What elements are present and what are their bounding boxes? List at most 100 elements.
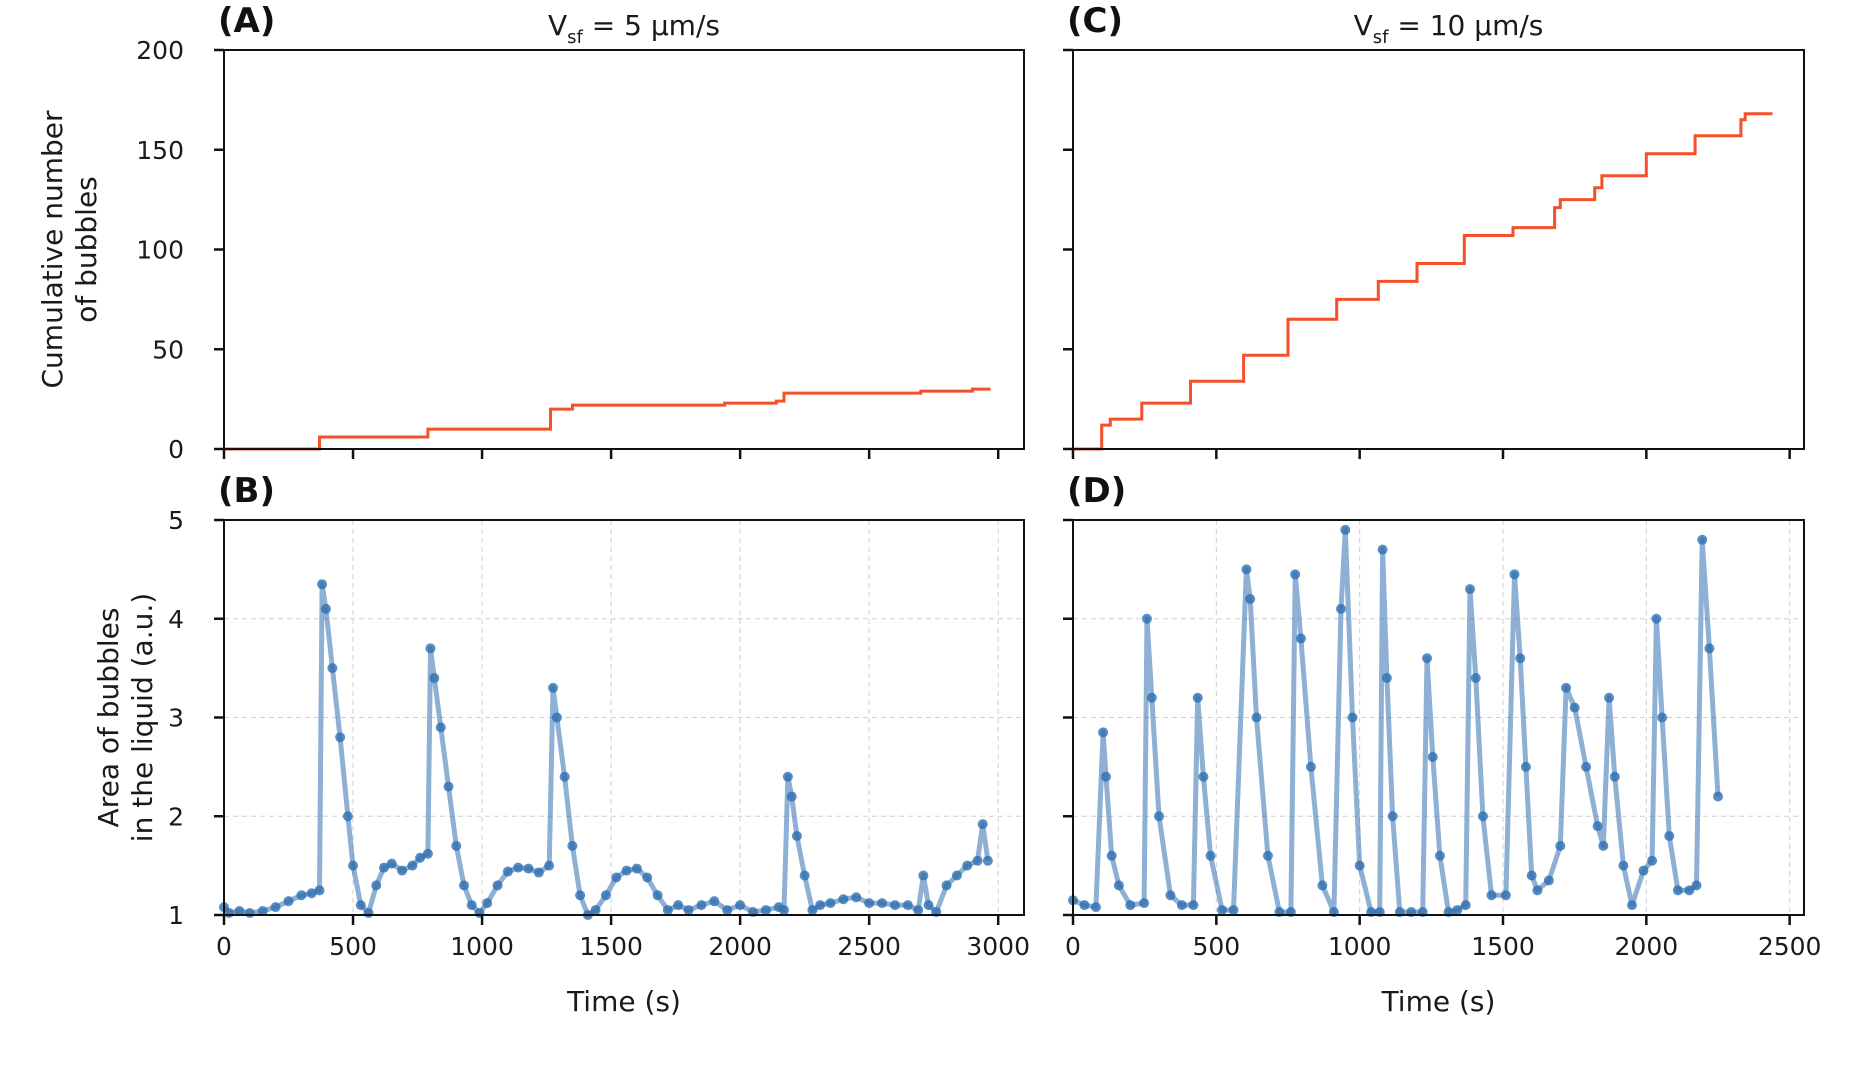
data-point (1154, 811, 1164, 822)
y-axis-label: of bubbles (70, 176, 103, 323)
data-point (825, 898, 836, 909)
data-point (1477, 811, 1488, 822)
data-point (1713, 791, 1723, 802)
data-point (1500, 890, 1511, 901)
data-point (548, 682, 559, 693)
data-point (600, 890, 611, 901)
data-point (735, 900, 746, 911)
data-point (779, 905, 789, 916)
data-point (482, 898, 493, 909)
panel-label: (A) (218, 1, 275, 41)
data-point (306, 888, 317, 899)
data-point (611, 872, 622, 883)
data-point (799, 870, 810, 881)
data-point (1561, 682, 1572, 693)
y-tick-label: 150 (136, 136, 184, 165)
data-point (559, 771, 570, 782)
panel-a: 0 50 100 150 200 (A) Vsf = 5 µm/s Cumulative nu… (36, 1, 1025, 464)
x-tick-label: 500 (329, 932, 377, 961)
data-point (951, 870, 962, 881)
data-point (1460, 900, 1471, 911)
data-point (1290, 569, 1301, 580)
data-point (1672, 885, 1683, 896)
data-point (407, 860, 418, 871)
data-point (673, 900, 684, 911)
data-point (1452, 905, 1463, 916)
x-tick-label: 1500 (1471, 932, 1535, 961)
data-point (1526, 870, 1537, 881)
data-point (1305, 761, 1316, 772)
y-tick-label: 5 (168, 506, 184, 535)
data-point (1427, 752, 1438, 762)
series-trace (1072, 527, 1721, 915)
x-tick-label: 0 (1065, 932, 1081, 961)
data-point (972, 855, 983, 866)
data-point (1651, 613, 1662, 624)
data-point (1347, 712, 1358, 723)
data-point (459, 880, 469, 891)
data-point (1486, 890, 1497, 901)
data-point (397, 865, 408, 876)
data-point (451, 840, 462, 851)
data-point (652, 890, 663, 901)
data-point (1638, 865, 1649, 876)
data-point (683, 905, 694, 916)
data-point (662, 905, 673, 916)
data-point (782, 771, 793, 782)
data-point (270, 902, 281, 913)
title-rest: = 10 µm/s (1388, 9, 1543, 42)
data-point (342, 811, 353, 822)
data-point (1245, 594, 1256, 604)
data-point (257, 906, 268, 917)
data-point (1217, 905, 1228, 916)
data-point (1139, 898, 1150, 909)
data-point (1354, 860, 1365, 871)
data-point (363, 908, 374, 919)
data-point (443, 781, 454, 792)
data-point (544, 860, 555, 871)
x-tick-label: 0 (216, 932, 232, 961)
title-rest: = 5 µm/s (583, 9, 720, 42)
data-point (1241, 564, 1252, 575)
data-point (1340, 524, 1351, 535)
y-axis-label: in the liquid (a.u.) (126, 593, 159, 842)
data-point (786, 791, 797, 802)
data-point (1604, 692, 1615, 703)
x-tick-label: 3000 (966, 932, 1030, 961)
x-tick-label: 1000 (450, 932, 514, 961)
data-point (415, 852, 426, 863)
data-point (1520, 761, 1531, 772)
panel-label: (C) (1067, 1, 1123, 41)
y-tick-label: 100 (136, 236, 184, 265)
title-main: V (1354, 9, 1373, 42)
data-point (791, 831, 802, 841)
chart-title: Vsf = 5 µm/s (548, 9, 720, 48)
x-axis-label: Time (s) (1381, 985, 1496, 1018)
data-point (314, 885, 325, 896)
y-tick-label: 1 (168, 901, 184, 930)
data-point (567, 840, 578, 851)
y-tick-label: 2 (168, 802, 184, 831)
data-point (631, 863, 642, 874)
data-point (1684, 885, 1695, 896)
data-point (760, 905, 771, 916)
panel-label: (B) (218, 471, 275, 511)
data-point (296, 890, 307, 901)
series-line (224, 387, 991, 451)
data-point (1125, 900, 1136, 911)
data-point (807, 905, 818, 916)
data-point (590, 905, 601, 916)
data-point (1657, 712, 1668, 723)
data-point (877, 898, 888, 909)
data-point (234, 906, 245, 917)
chart-title: Vsf = 10 µm/s (1354, 9, 1544, 48)
data-point (889, 900, 900, 911)
data-point (1609, 771, 1620, 782)
panel-d: 0 500 1000 1500 2000 2500 (D) Time (s) (1063, 471, 1821, 1018)
data-point (1465, 584, 1476, 595)
data-point (1555, 840, 1566, 851)
data-point (466, 900, 477, 911)
data-point (1198, 771, 1209, 782)
data-point (371, 880, 382, 891)
data-point (335, 732, 346, 743)
